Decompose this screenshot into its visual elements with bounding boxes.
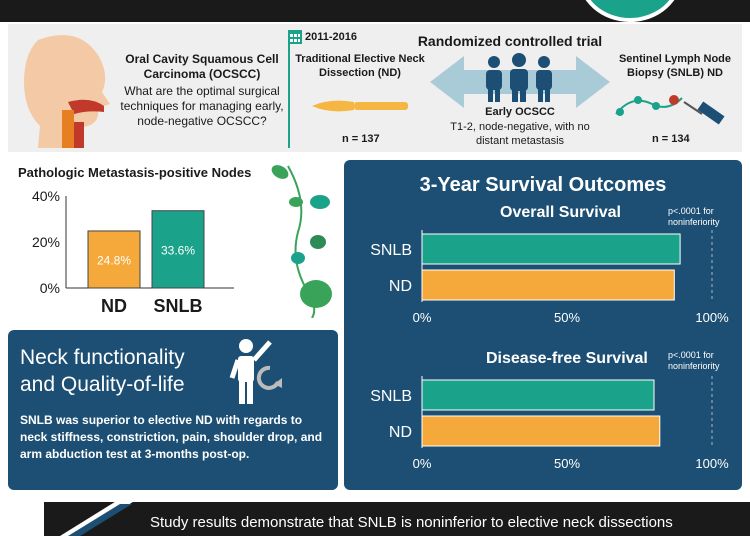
snlb-count: n = 134: [652, 133, 690, 145]
trial-title: Randomized controlled trial: [417, 33, 603, 49]
metastasis-chart-title: Pathologic Metastasis-positive Nodes: [18, 165, 252, 180]
y-category-label: SNLB: [370, 388, 412, 405]
patients-icon: [486, 53, 552, 102]
early-ocscc-criteria: T1-2, node-negative, with no distant met…: [450, 121, 590, 147]
y-tick-label: 20%: [32, 234, 60, 250]
bar-nd: [87, 230, 141, 289]
snlb-title: Sentinel Lymph Node Biopsy (SNLB) ND: [618, 53, 732, 79]
neck-findings: SNLB was superior to elective ND with re…: [20, 413, 323, 461]
bar-snlb: [151, 210, 205, 289]
metastasis-bar-chart: 0% 20% 40% 24.8% ND 33.6% SNLB: [32, 188, 234, 316]
x-tick-label: 0%: [413, 310, 432, 325]
bar-nd: [421, 269, 675, 301]
lymph-node-syringe-icon: [615, 95, 725, 125]
dfs-title: Disease-free Survival: [486, 350, 648, 367]
footer-banner: [44, 502, 750, 536]
neck-title-line2: and Quality-of-life: [20, 373, 185, 396]
nd-count: n = 137: [342, 133, 380, 145]
arm-raise-icon: [229, 339, 282, 404]
scalpel-footer-icon: [60, 500, 136, 536]
y-category-label: SNLB: [370, 242, 412, 259]
calendar-icon: [288, 30, 302, 44]
neck-title-line1: Neck functionality: [20, 346, 185, 369]
x-category-label: ND: [101, 296, 127, 316]
bar-value-label: 33.6%: [161, 243, 195, 257]
y-tick-label: 40%: [32, 188, 60, 204]
dfs-note: p<.0001 for noninferiority: [668, 350, 720, 371]
x-tick-label: 0%: [413, 456, 432, 471]
ocscc-title: Oral Cavity Squamous Cell Carcinoma (OCS…: [125, 52, 279, 81]
y-category-label: ND: [389, 424, 412, 441]
vine-decoration: [271, 165, 332, 318]
x-tick-label: 100%: [695, 456, 729, 471]
early-ocscc-title: Early OCSCC: [485, 106, 555, 118]
overall-survival-note: p<.0001 for noninferiority: [668, 206, 720, 227]
x-tick-label: 100%: [695, 310, 729, 325]
head-anatomy-icon: [24, 35, 110, 148]
bar-value-label: 24.8%: [97, 253, 131, 267]
bar-snlb: [421, 233, 681, 265]
study-header-panel: [8, 24, 742, 152]
overall-survival-chart: SNLB ND0% 50% 100%: [370, 230, 729, 325]
x-category-label: SNLB: [154, 296, 203, 316]
top-bar: [0, 0, 750, 22]
x-tick-label: 50%: [554, 310, 580, 325]
y-tick-label: 0%: [40, 280, 60, 296]
x-tick-label: 50%: [554, 456, 580, 471]
y-category-label: ND: [389, 278, 412, 295]
neck-function-panel: [8, 330, 338, 490]
bar-nd: [421, 415, 661, 447]
study-years: 2011-2016: [305, 31, 357, 43]
scalpel-icon: [312, 100, 408, 112]
dfs-chart: SNLB ND0% 50% 100%: [370, 376, 729, 471]
timeline-divider: [288, 44, 290, 148]
footer-conclusion: Study results demonstrate that SNLB is n…: [150, 514, 673, 531]
overall-survival-title: Overall Survival: [500, 204, 621, 221]
bar-snlb: [421, 379, 655, 411]
study-question: What are the optimal surgical techniques…: [120, 84, 284, 128]
nd-title: Traditional Elective Neck Dissection (ND…: [295, 53, 425, 79]
survival-title: 3-Year Survival Outcomes: [419, 174, 667, 196]
